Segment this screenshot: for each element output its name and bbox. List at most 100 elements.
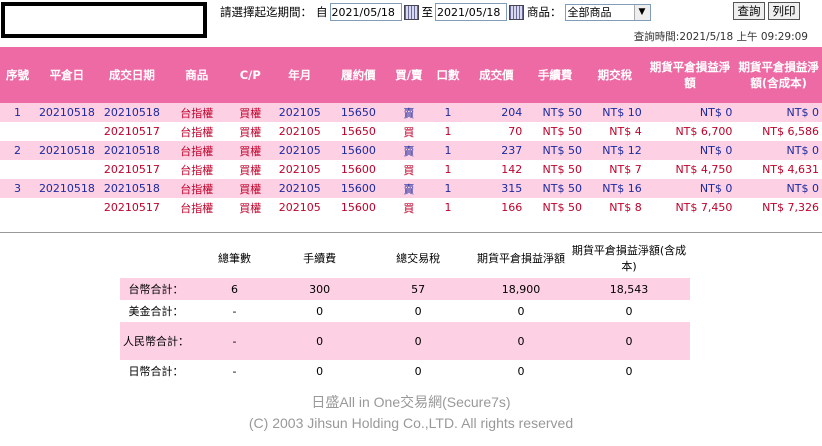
cell-ym: 202105 (272, 122, 328, 141)
cell-product: 台指權 (165, 122, 229, 141)
summary-cell-label: 日幣合計： (120, 360, 192, 382)
col-seq: 序號 (0, 47, 35, 103)
col-fee: 手續費 (525, 47, 585, 103)
cell-ym: 202105 (272, 103, 328, 122)
cell-seq: 2 (0, 141, 35, 160)
cell-seq (0, 160, 35, 179)
cell-close-date (35, 122, 99, 141)
cell-cp: 買權 (229, 160, 272, 179)
summary-cell-label: 美金合計： (120, 300, 192, 322)
cell-bs: 買 (389, 122, 428, 141)
cell-product: 台指權 (165, 198, 229, 217)
cell-cp: 買權 (229, 198, 272, 217)
cell-ym: 202105 (272, 198, 328, 217)
query-button[interactable]: 查詢 (733, 2, 765, 20)
summary-cell-count: - (192, 322, 277, 360)
print-button[interactable]: 列印 (768, 2, 800, 20)
product-select-value: 全部商品 (566, 5, 634, 20)
cell-ym: 202105 (272, 179, 328, 198)
cell-pl: NT$ 0 (645, 141, 736, 160)
col-tax: 期交稅 (585, 47, 645, 103)
summary-cell-label: 人民幣合計： (120, 322, 192, 360)
cell-bs: 賣 (389, 103, 428, 122)
summary-row: 美金合計： - 0 0 0 0 (120, 300, 690, 322)
cell-price: 166 (468, 198, 526, 217)
cell-seq (0, 198, 35, 217)
calendar-icon[interactable] (509, 5, 524, 20)
summary-row: 日幣合計： - 0 0 0 0 (120, 360, 690, 382)
cell-pl-cost: NT$ 7,326 (735, 198, 822, 217)
cell-bs: 買 (389, 198, 428, 217)
cell-tax: NT$ 12 (585, 141, 645, 160)
summary-cell-pl: 0 (474, 300, 568, 322)
cell-product: 台指權 (165, 179, 229, 198)
footer: 日盛All in One交易網(Secure7s) (C) 2003 Jihsu… (0, 392, 822, 434)
cell-pl-cost: NT$ 6,586 (735, 122, 822, 141)
col-close-date: 平倉日 (35, 47, 99, 103)
cell-pl-cost: NT$ 0 (735, 179, 822, 198)
cell-pl: NT$ 4,750 (645, 160, 736, 179)
summary-cell-count: - (192, 300, 277, 322)
cell-qty: 1 (428, 160, 467, 179)
cell-trade-date: 20210517 (99, 198, 165, 217)
summary-cell-count: - (192, 360, 277, 382)
summary-cell-pl: 0 (474, 360, 568, 382)
cell-cp: 買權 (229, 103, 272, 122)
summary-corner (120, 238, 192, 278)
col-pl: 期貨平倉損益淨額 (645, 47, 736, 103)
cell-pl-cost: NT$ 4,631 (735, 160, 822, 179)
col-ym: 年月 (272, 47, 328, 103)
cell-bs: 賣 (389, 179, 428, 198)
summary-cell-tax: 57 (362, 278, 474, 300)
cell-tax: NT$ 10 (585, 103, 645, 122)
to-label: 至 (422, 4, 434, 20)
cell-price: 204 (468, 103, 526, 122)
cell-strike: 15600 (328, 179, 390, 198)
summary-header-row: 總筆數 手續費 總交易稅 期貨平倉損益淨額 期貨平倉損益淨額(含成本) (120, 238, 690, 278)
trade-table: 序號 平倉日 成交日期 商品 C/P 年月 履約價 買/賣 口數 成交價 手續費… (0, 47, 822, 217)
cell-qty: 1 (428, 179, 467, 198)
calendar-icon[interactable] (404, 5, 419, 20)
cell-price: 315 (468, 179, 526, 198)
table-row: 3 20210518 20210518 台指權 買權 202105 15600 賣 1 315 NT… (0, 179, 822, 198)
cell-close-date: 20210518 (35, 179, 99, 198)
product-select[interactable]: 全部商品 ▼ (565, 4, 651, 21)
from-label: 自 (316, 4, 328, 20)
cell-product: 台指權 (165, 160, 229, 179)
summary-cell-pl-cost: 18,543 (568, 278, 690, 300)
cell-product: 台指權 (165, 141, 229, 160)
cell-close-date (35, 160, 99, 179)
col-buy-sell: 買/賣 (389, 47, 428, 103)
cell-strike: 15650 (328, 103, 390, 122)
summary-cell-fee: 0 (277, 300, 362, 322)
cell-trade-date: 20210518 (99, 179, 165, 198)
from-date-input[interactable] (330, 3, 402, 21)
col-strike: 履約價 (328, 47, 390, 103)
cell-trade-date: 20210517 (99, 160, 165, 179)
summary-row: 台幣合計： 6 300 57 18,900 18,543 (120, 278, 690, 300)
cell-cp: 買權 (229, 179, 272, 198)
chevron-down-icon[interactable]: ▼ (634, 5, 650, 20)
cell-fee: NT$ 50 (525, 198, 585, 217)
table-header-row: 序號 平倉日 成交日期 商品 C/P 年月 履約價 買/賣 口數 成交價 手續費… (0, 47, 822, 103)
product-label: 商品： (527, 4, 562, 20)
summary-table: 總筆數 手續費 總交易稅 期貨平倉損益淨額 期貨平倉損益淨額(含成本) 台幣合計… (120, 238, 690, 382)
cell-trade-date: 20210517 (99, 122, 165, 141)
period-label: 請選擇起迄期間： (220, 4, 312, 20)
cell-strike: 15600 (328, 160, 390, 179)
cell-tax: NT$ 4 (585, 122, 645, 141)
sum-col-pl-cost: 期貨平倉損益淨額(含成本) (568, 238, 690, 278)
cell-pl-cost: NT$ 0 (735, 141, 822, 160)
cell-fee: NT$ 50 (525, 179, 585, 198)
to-date-input[interactable] (435, 3, 507, 21)
summary-cell-fee: 0 (277, 360, 362, 382)
divider (0, 232, 822, 233)
cell-tax: NT$ 7 (585, 160, 645, 179)
cell-price: 237 (468, 141, 526, 160)
cell-fee: NT$ 50 (525, 103, 585, 122)
footer-copyright: (C) 2003 Jihsun Holding Co.,LTD. All rig… (0, 413, 822, 434)
summary-row: 人民幣合計： -0 0 0 0 (120, 322, 690, 360)
cell-fee: NT$ 50 (525, 141, 585, 160)
summary-cell-pl-cost: 0 (568, 360, 690, 382)
cell-pl: NT$ 7,450 (645, 198, 736, 217)
